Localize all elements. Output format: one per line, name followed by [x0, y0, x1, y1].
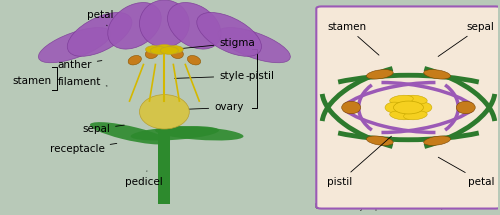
FancyBboxPatch shape — [316, 6, 500, 209]
Ellipse shape — [366, 70, 393, 79]
Ellipse shape — [140, 0, 190, 47]
Ellipse shape — [68, 12, 132, 56]
Ellipse shape — [342, 101, 360, 114]
Text: stigma: stigma — [174, 38, 255, 49]
Text: petal: petal — [438, 157, 494, 187]
Ellipse shape — [390, 111, 413, 120]
Ellipse shape — [413, 102, 432, 113]
Ellipse shape — [390, 95, 413, 104]
Polygon shape — [158, 129, 170, 204]
Text: receptacle: receptacle — [50, 143, 117, 154]
Text: sepal: sepal — [82, 124, 124, 134]
Text: stamen: stamen — [328, 22, 379, 55]
Circle shape — [146, 46, 164, 53]
Text: sepal: sepal — [438, 22, 494, 57]
Ellipse shape — [424, 70, 450, 79]
Ellipse shape — [90, 122, 169, 144]
Ellipse shape — [424, 136, 450, 145]
Text: pistil: pistil — [328, 136, 392, 187]
Ellipse shape — [130, 126, 219, 140]
Ellipse shape — [404, 111, 427, 120]
Circle shape — [150, 47, 168, 54]
Text: petal: petal — [87, 10, 114, 26]
Circle shape — [166, 46, 184, 53]
Ellipse shape — [197, 12, 262, 56]
Text: stamen: stamen — [12, 76, 51, 86]
Circle shape — [394, 101, 424, 114]
Ellipse shape — [128, 55, 141, 65]
Text: style: style — [174, 71, 244, 81]
Ellipse shape — [218, 28, 290, 63]
Ellipse shape — [108, 3, 161, 49]
Ellipse shape — [155, 126, 244, 140]
Text: filament: filament — [58, 77, 107, 87]
Ellipse shape — [404, 95, 427, 104]
Ellipse shape — [456, 101, 475, 114]
Ellipse shape — [168, 3, 221, 49]
Text: ovary: ovary — [180, 103, 244, 112]
Ellipse shape — [188, 55, 200, 65]
Ellipse shape — [38, 28, 111, 63]
Text: -pistil: -pistil — [246, 71, 274, 81]
Text: anther: anther — [58, 60, 102, 69]
Circle shape — [160, 47, 178, 54]
Text: pedicel: pedicel — [124, 171, 162, 187]
Ellipse shape — [140, 95, 190, 129]
Ellipse shape — [146, 49, 158, 58]
Circle shape — [156, 45, 174, 52]
Text: © 2007 Encyclopædia Britannica, Inc.: © 2007 Encyclopædia Britannica, Inc. — [314, 202, 459, 211]
Ellipse shape — [171, 49, 183, 58]
Ellipse shape — [385, 102, 404, 113]
Ellipse shape — [366, 136, 393, 145]
